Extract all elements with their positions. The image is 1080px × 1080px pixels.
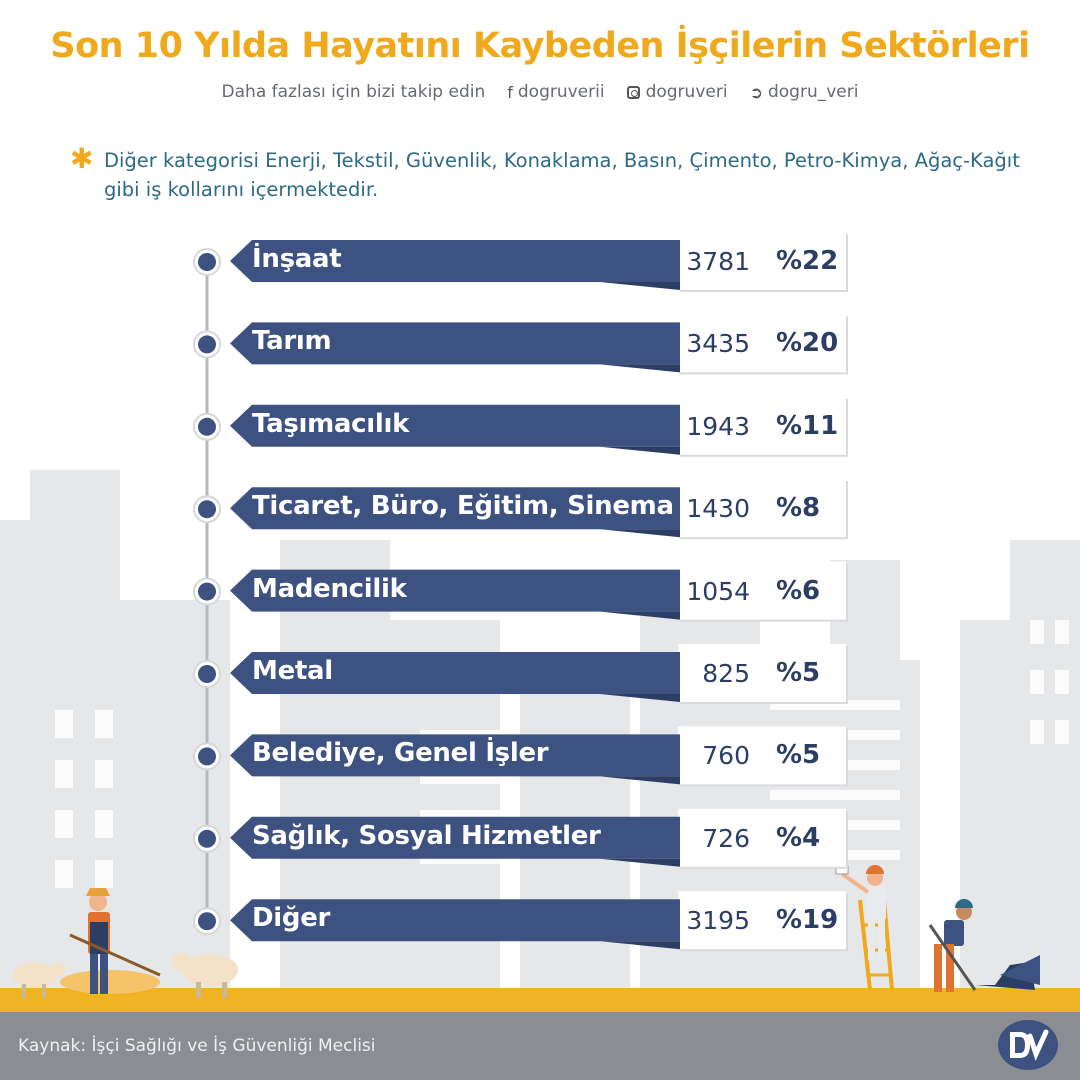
category-label: Diğer bbox=[252, 903, 331, 934]
bar-fold-2 bbox=[600, 364, 680, 373]
timeline-dot bbox=[198, 335, 216, 354]
value-label: 825 bbox=[702, 659, 750, 688]
timeline-dot bbox=[198, 500, 216, 519]
value-label: 3195 bbox=[686, 906, 750, 936]
source-text: Kaynak: İşçi Sağlığı ve İş Güvenliği Mec… bbox=[18, 1036, 376, 1056]
percent-label: %5 bbox=[776, 740, 821, 771]
value-box bbox=[678, 396, 846, 455]
category-label: Tarım bbox=[252, 326, 332, 357]
twitter-handle[interactable]: dogru_veri bbox=[767, 82, 859, 102]
value-box bbox=[678, 479, 846, 538]
bar-fold-1 bbox=[600, 282, 680, 290]
ground bbox=[0, 988, 1080, 1012]
bar-4 bbox=[230, 487, 680, 530]
page-title: Son 10 Yılda Hayatını Kaybeden İşçilerin… bbox=[50, 26, 1030, 66]
percent-label: %8 bbox=[776, 493, 821, 524]
note-text: Diğer kategorisi Enerji, Tekstil, Güvenl… bbox=[104, 149, 1020, 201]
value-label: 1943 bbox=[686, 411, 750, 441]
timeline-dot bbox=[198, 253, 216, 271]
category-label: Taşımacılık bbox=[252, 408, 410, 439]
value-label: 1054 bbox=[686, 576, 750, 606]
timeline-dot bbox=[198, 417, 216, 436]
bar-5 bbox=[230, 569, 680, 612]
value-box bbox=[678, 561, 846, 620]
timeline-dot bbox=[198, 829, 216, 848]
percent-label: %22 bbox=[776, 246, 839, 276]
farmer-illustration bbox=[60, 888, 161, 994]
category-note: ✱ Diğer kategorisi Enerji, Tekstil, Güve… bbox=[70, 142, 1032, 204]
percent-label: %4 bbox=[776, 822, 821, 853]
shovel-worker-illustration bbox=[928, 899, 1040, 992]
percent-label: %6 bbox=[776, 575, 821, 606]
percent-label: %11 bbox=[776, 410, 839, 441]
category-label: Madencilik bbox=[252, 573, 407, 604]
bar-2 bbox=[230, 322, 680, 365]
asterisk-icon: ✱ bbox=[70, 142, 94, 175]
category-label: Metal bbox=[252, 656, 333, 686]
category-label: İnşaat bbox=[252, 244, 342, 274]
social-follow-bar: Daha fazlası için bizi takip edin f dogr… bbox=[0, 82, 1080, 102]
bar-fold-5 bbox=[600, 611, 680, 620]
value-label: 726 bbox=[702, 823, 750, 853]
instagram-handle[interactable]: dogruveri bbox=[645, 82, 728, 102]
follow-text: Daha fazlası için bizi takip edin bbox=[221, 82, 486, 102]
bar-fold-9 bbox=[600, 941, 680, 950]
value-box bbox=[678, 808, 846, 867]
percent-label: %19 bbox=[776, 905, 839, 936]
bar-3 bbox=[230, 404, 680, 447]
bar-9 bbox=[230, 899, 680, 942]
value-label: 3435 bbox=[686, 329, 750, 359]
category-label: Belediye, Genel İşler bbox=[252, 738, 549, 769]
facebook-icon: f bbox=[507, 82, 513, 102]
dv-logo-icon bbox=[998, 1020, 1058, 1070]
value-box bbox=[678, 314, 846, 373]
timeline-dot bbox=[198, 747, 216, 766]
category-label: Ticaret, Büro, Eğitim, Sinema bbox=[252, 491, 674, 522]
bar-8 bbox=[230, 816, 680, 859]
bar-7 bbox=[230, 734, 680, 777]
category-label: Sağlık, Sosyal Hizmetler bbox=[252, 820, 601, 851]
twitter-icon: ➲ bbox=[749, 82, 763, 102]
sheep-illustration bbox=[13, 953, 238, 998]
bar-6 bbox=[230, 652, 680, 694]
footer-bar bbox=[0, 1012, 1080, 1080]
bar-fold-8 bbox=[600, 858, 680, 867]
value-box bbox=[678, 644, 846, 702]
percent-label: %5 bbox=[776, 658, 821, 688]
value-box bbox=[678, 726, 846, 785]
timeline-dot bbox=[198, 912, 216, 931]
bar-fold-3 bbox=[600, 446, 680, 455]
value-label: 1430 bbox=[686, 494, 750, 524]
value-box bbox=[678, 891, 846, 950]
value-label: 3781 bbox=[686, 247, 750, 276]
bar-fold-7 bbox=[600, 776, 680, 785]
facebook-handle[interactable]: dogruverii bbox=[517, 82, 605, 102]
timeline-dot bbox=[198, 582, 216, 601]
percent-label: %20 bbox=[776, 328, 839, 359]
bar-1 bbox=[230, 240, 680, 282]
timeline-dot bbox=[198, 665, 216, 683]
painter-illustration bbox=[835, 865, 894, 991]
instagram-icon bbox=[626, 85, 640, 99]
bar-fold-6 bbox=[600, 694, 680, 702]
value-label: 760 bbox=[702, 741, 750, 771]
bar-fold-4 bbox=[600, 529, 680, 538]
value-box bbox=[678, 232, 846, 290]
